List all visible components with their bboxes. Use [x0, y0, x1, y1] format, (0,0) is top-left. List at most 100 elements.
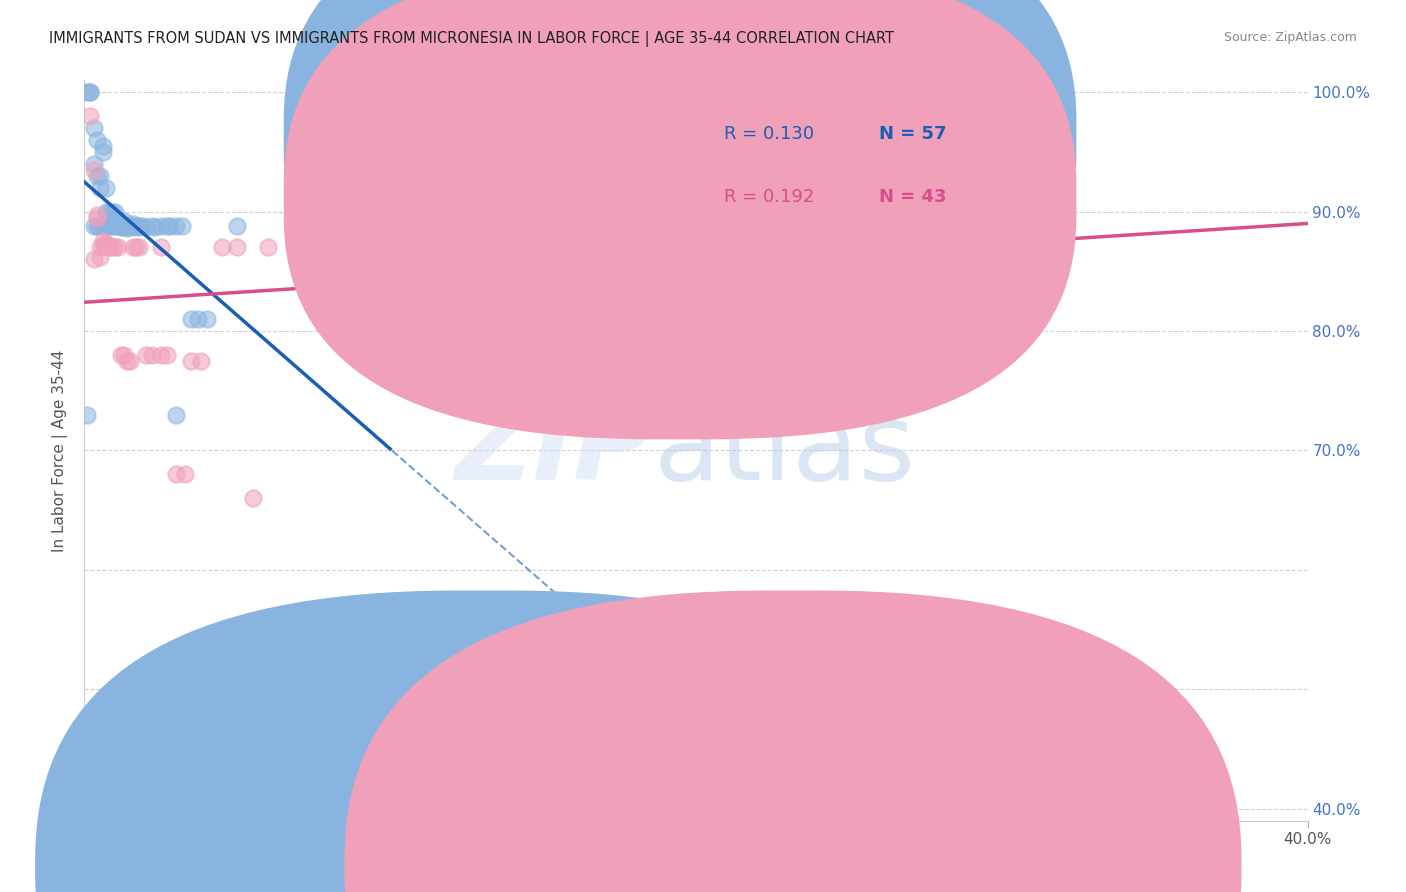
Point: [83, 121, 105, 136]
Point: [195, 312, 218, 326]
Point: [107, 219, 129, 233]
Point: [165, 467, 187, 482]
Point: [101, 240, 124, 254]
Point: [104, 211, 127, 225]
Point: [86, 133, 108, 147]
Point: [380, 240, 402, 254]
Point: [125, 219, 148, 233]
Y-axis label: In Labor Force | Age 35-44: In Labor Force | Age 35-44: [52, 350, 69, 551]
Point: [112, 348, 135, 362]
Text: Immigrants from Sudan: Immigrants from Sudan: [517, 860, 699, 874]
Text: R = 0.192: R = 0.192: [724, 188, 814, 206]
Point: [83, 219, 105, 233]
Point: [141, 348, 163, 362]
Point: [156, 219, 179, 233]
Point: [91, 145, 114, 159]
Point: [159, 219, 181, 233]
Point: [186, 312, 208, 326]
Point: [89, 250, 111, 264]
Point: [97, 204, 120, 219]
Text: N = 43: N = 43: [880, 188, 948, 206]
Point: [531, 240, 554, 254]
Point: [94, 236, 117, 251]
Point: [122, 240, 145, 254]
FancyBboxPatch shape: [628, 95, 1008, 239]
Point: [97, 240, 120, 254]
Point: [149, 348, 172, 362]
Point: [409, 240, 432, 254]
Point: [128, 240, 150, 254]
Point: [101, 204, 124, 219]
Point: [257, 240, 280, 254]
Point: [107, 214, 129, 228]
Point: [97, 219, 120, 233]
Point: [120, 354, 142, 368]
Point: [89, 240, 111, 254]
Point: [101, 219, 124, 233]
Text: Immigrants from Micronesia: Immigrants from Micronesia: [827, 860, 1042, 874]
Point: [135, 220, 157, 235]
Point: [83, 162, 105, 177]
Point: [226, 219, 249, 233]
Point: [149, 240, 172, 254]
Point: [101, 217, 124, 231]
Point: [180, 312, 202, 326]
Point: [165, 219, 187, 233]
Point: [685, 240, 707, 254]
Point: [89, 169, 111, 183]
Point: [242, 491, 264, 506]
Point: [79, 85, 101, 99]
FancyBboxPatch shape: [284, 0, 1077, 376]
Point: [97, 238, 120, 252]
Point: [91, 219, 114, 233]
Point: [131, 219, 153, 233]
Point: [190, 354, 212, 368]
Point: [94, 204, 117, 219]
Point: [122, 220, 145, 235]
Point: [76, 85, 98, 99]
Point: [287, 252, 309, 267]
Point: [180, 354, 202, 368]
Point: [174, 467, 197, 482]
Point: [107, 240, 129, 254]
Text: atlas: atlas: [654, 398, 915, 503]
Point: [76, 408, 98, 422]
Point: [97, 211, 120, 225]
Point: [211, 240, 233, 254]
Text: IMMIGRANTS FROM SUDAN VS IMMIGRANTS FROM MICRONESIA IN LABOR FORCE | AGE 35-44 C: IMMIGRANTS FROM SUDAN VS IMMIGRANTS FROM…: [49, 31, 894, 47]
Point: [104, 219, 127, 233]
Point: [115, 354, 138, 368]
Point: [165, 408, 187, 422]
Point: [91, 235, 114, 249]
Point: [76, 765, 98, 780]
Point: [226, 240, 249, 254]
Point: [104, 240, 127, 254]
Point: [112, 214, 135, 228]
Point: [128, 220, 150, 235]
Point: [115, 221, 138, 235]
Text: ZIP: ZIP: [454, 398, 654, 503]
Point: [89, 180, 111, 194]
Point: [110, 220, 132, 235]
Point: [115, 219, 138, 233]
Point: [143, 220, 166, 235]
Point: [838, 240, 860, 254]
Point: [91, 139, 114, 153]
Text: Source: ZipAtlas.com: Source: ZipAtlas.com: [1223, 31, 1357, 45]
Point: [86, 219, 108, 233]
Point: [135, 348, 157, 362]
Point: [110, 348, 132, 362]
Point: [83, 157, 105, 171]
Point: [349, 252, 371, 267]
Text: R = 0.130: R = 0.130: [724, 126, 814, 144]
Point: [120, 219, 142, 233]
Point: [112, 220, 135, 235]
Point: [79, 85, 101, 99]
Point: [149, 219, 172, 233]
Point: [86, 208, 108, 222]
FancyBboxPatch shape: [284, 0, 1077, 440]
Point: [122, 217, 145, 231]
Point: [172, 219, 194, 233]
Point: [86, 169, 108, 183]
Point: [94, 211, 117, 225]
